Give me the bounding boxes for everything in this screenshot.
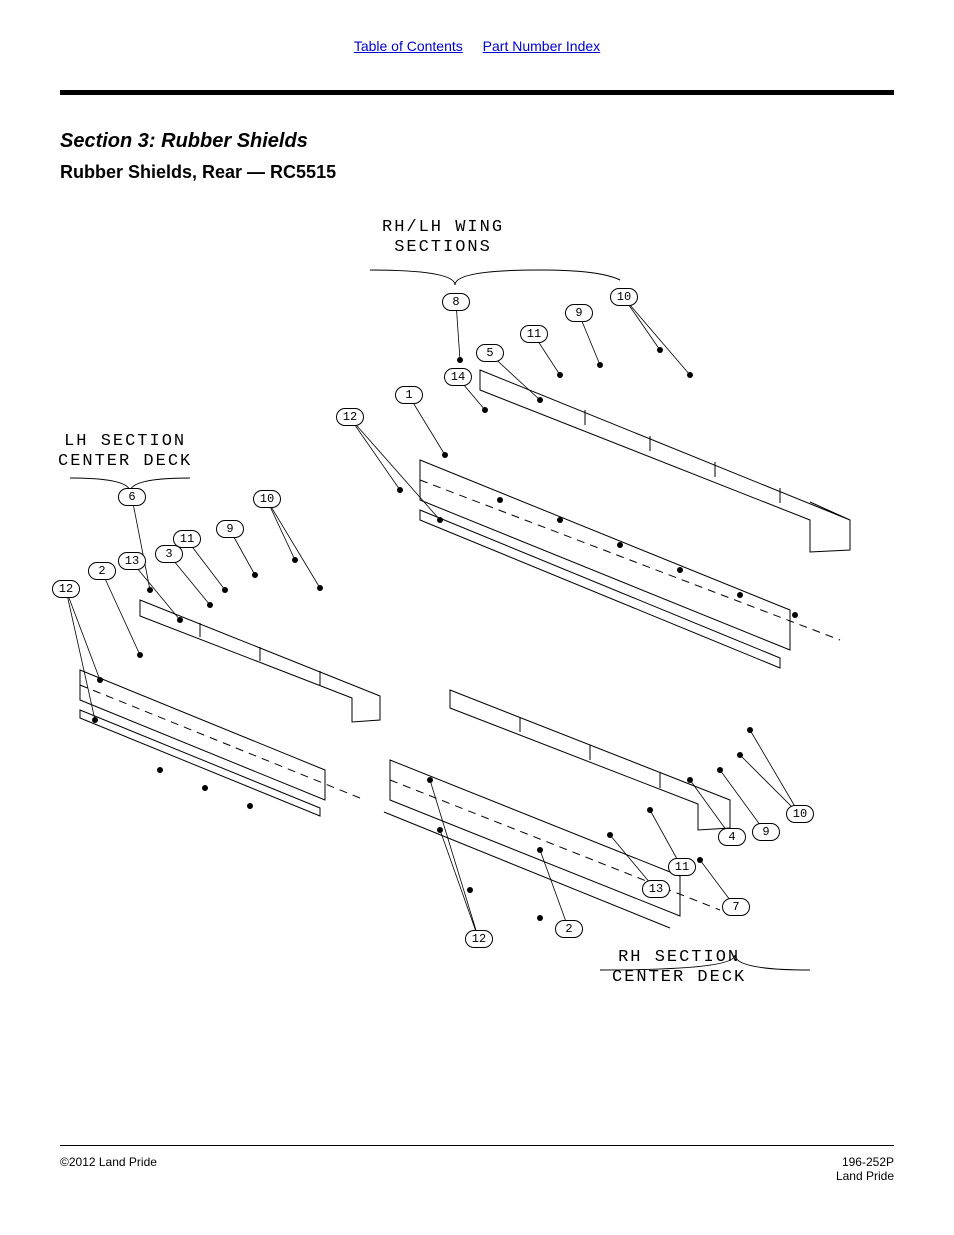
label-rh: RH SECTION CENTER DECK — [612, 948, 746, 989]
callout-rh-12: 12 — [465, 930, 493, 948]
rh-bracket — [450, 690, 730, 830]
footer-partno: 196-252P — [836, 1155, 894, 1169]
callout-lh-10: 10 — [253, 490, 281, 508]
lh-bracket — [140, 600, 380, 722]
callout-wing-8: 8 — [442, 293, 470, 311]
callout-rh-11: 11 — [668, 858, 696, 876]
callout-lh-6: 6 — [118, 488, 146, 506]
callout-wing-12: 12 — [336, 408, 364, 426]
callout-wing-9: 9 — [565, 304, 593, 322]
lh-bar — [80, 710, 320, 816]
diagram: RH/LH WING SECTIONS LH SECTION CENTER DE… — [40, 210, 910, 1050]
diagram-svg — [40, 210, 910, 1050]
callout-rh-2: 2 — [555, 920, 583, 938]
footer-brand: Land Pride — [836, 1169, 894, 1183]
callout-wing-10: 10 — [610, 288, 638, 306]
wing-rubber-strip — [420, 460, 790, 650]
callout-rh-13: 13 — [642, 880, 670, 898]
section-title: Section 3: Rubber Shields — [60, 130, 308, 153]
callout-wing-5: 5 — [476, 344, 504, 362]
callout-lh-12: 12 — [52, 580, 80, 598]
label-lh: LH SECTION CENTER DECK — [58, 432, 192, 473]
lh-rubber-strip — [80, 670, 325, 800]
top-links: Table of Contents Part Number Index — [0, 38, 954, 54]
callout-lh-3: 3 — [155, 545, 183, 563]
toc-link[interactable]: Table of Contents — [354, 38, 463, 54]
callout-rh-7: 7 — [722, 898, 750, 916]
part-index-link[interactable]: Part Number Index — [483, 38, 601, 54]
callout-lh-9: 9 — [216, 520, 244, 538]
callout-rh-10: 10 — [786, 805, 814, 823]
callout-lh-2: 2 — [88, 562, 116, 580]
divider-top — [60, 90, 894, 95]
divider-bottom — [60, 1145, 894, 1146]
footer-right: 196-252P Land Pride — [836, 1155, 894, 1183]
rh-rubber-strip — [390, 760, 680, 916]
wing-bracket — [480, 370, 850, 552]
label-wing: RH/LH WING SECTIONS — [382, 218, 504, 259]
callout-lh-13: 13 — [118, 552, 146, 570]
footer-left: ©2012 Land Pride — [60, 1155, 157, 1169]
callout-wing-14: 14 — [444, 368, 472, 386]
rh-bar — [384, 812, 670, 928]
callout-wing-1: 1 — [395, 386, 423, 404]
callout-rh-4: 4 — [718, 828, 746, 846]
subtitle: Rubber Shields, Rear — RC5515 — [60, 162, 336, 183]
callout-wing-11: 11 — [520, 325, 548, 343]
wing-bar — [420, 510, 780, 668]
callout-rh-9: 9 — [752, 823, 780, 841]
